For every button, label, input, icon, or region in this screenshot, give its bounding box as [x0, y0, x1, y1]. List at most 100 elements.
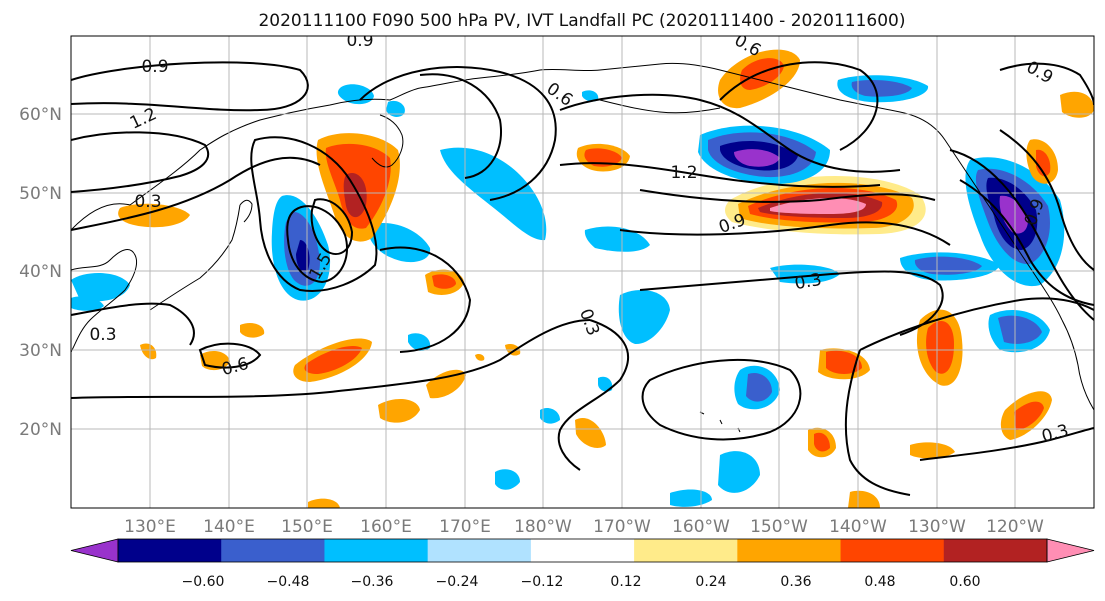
colorbar-tick-label: 0.36	[780, 574, 811, 590]
colorbar-tick-label: 0.12	[610, 574, 641, 590]
shade-neg-25n-172w	[598, 376, 613, 392]
shade-neg-57n-170w	[582, 90, 599, 102]
coastline-asia	[71, 87, 421, 231]
shade-pos-north-2-red	[1036, 149, 1051, 177]
contour-label: 0.3	[89, 325, 116, 345]
pv-contour-japan-loop-core	[310, 198, 354, 255]
coastlines	[71, 62, 1094, 433]
shade-pos-17n-140w-red	[814, 432, 830, 452]
shade-japan-neg-core	[296, 240, 310, 272]
colorbar-swatch	[737, 539, 842, 562]
shade-pos-155e-core	[343, 173, 367, 218]
pv-contour-japan-loop-inner	[286, 205, 348, 284]
colorbar-tick-label: 0.24	[695, 574, 726, 590]
shade-neg-40n-135w-core	[914, 256, 982, 275]
pv-contour-ne-jet-4	[619, 221, 951, 246]
colorbar-swatch	[634, 539, 738, 562]
lon-label-group: 130°E 140°E 150°E 160°E 170°E 180°W 170°…	[124, 517, 1044, 537]
colorbar-tick-label: −0.60	[182, 574, 225, 590]
shade-pos-40n-168e-red	[432, 274, 456, 289]
pv-contour-mid-ridge	[379, 246, 472, 353]
lat-label-group: 60°N 50°N 40°N 30°N 20°N	[19, 105, 62, 440]
pv-contour-ring-small	[198, 342, 262, 369]
lon-label: 140°E	[203, 517, 255, 537]
shade-neg-60n-147e	[386, 100, 405, 117]
contour-label: 0.9	[141, 57, 168, 77]
shade-pos-20n-165w	[575, 418, 606, 448]
shade-neg-35n-125e	[71, 273, 130, 302]
colorbar-tick-label: −0.48	[267, 574, 310, 590]
lon-label: 120°W	[986, 517, 1044, 537]
colorbar-tick-label: −0.24	[436, 574, 479, 590]
pv-contour-south-loop	[641, 358, 802, 441]
lon-label: 180°W	[514, 517, 572, 537]
pv-contour-left-mid	[71, 156, 321, 231]
shade-pos-23n-176e	[475, 353, 485, 361]
lon-label: 130°E	[124, 517, 176, 537]
contour-label: 0.3	[134, 192, 161, 212]
shade-neg-40n-140w	[770, 264, 840, 284]
pv-contour-ne-jet-1	[559, 93, 901, 173]
shade-neg-15n-150w	[718, 451, 760, 493]
shade-pos-33n-138e	[140, 343, 157, 360]
shade-goa-neg-purple	[734, 149, 780, 167]
shade-bc-neg-purple	[999, 195, 1028, 234]
pv-contours	[71, 61, 1094, 496]
shade-pos-44n-135e	[118, 203, 190, 228]
colorbar-swatches	[70, 538, 1095, 563]
shade-pos-25n-172e	[426, 369, 466, 399]
shade-pos-27n-157e	[378, 398, 420, 423]
colorbar-tick-label: 0.60	[949, 574, 980, 590]
lon-label: 160°E	[360, 517, 412, 537]
lat-label: 50°N	[19, 184, 62, 204]
pv-contour-coast-2	[959, 179, 1094, 306]
pv-contour-coast-1	[949, 149, 1094, 321]
shade-kamchatka-neg	[368, 222, 431, 263]
contour-label: 0.3	[793, 270, 823, 294]
colorbar-swatch	[427, 539, 532, 562]
figure-title: 2020111100 F090 500 hPa PV, IVT Landfall…	[258, 11, 905, 31]
lon-label: 150°E	[281, 517, 333, 537]
colorbar-tick-labels: −0.60 −0.48 −0.36 −0.24 −0.12 0.12 0.24 …	[182, 574, 981, 590]
pv-contour-far-right-top	[999, 62, 1094, 106]
colorbar-tick-label: −0.36	[351, 574, 394, 590]
shade-aleutian-band	[440, 147, 547, 241]
coastline-kamchatka	[371, 114, 404, 168]
shade-neg-27n-168w	[618, 290, 670, 345]
lon-label: 160°W	[672, 517, 730, 537]
lat-label: 30°N	[19, 341, 62, 361]
colorbar-swatch	[840, 539, 945, 562]
shade-neg-32n-172e	[408, 333, 431, 351]
shade-pos-32n-133w-red	[926, 321, 954, 374]
lon-label: 140°W	[829, 517, 887, 537]
pv-contour-coast-3	[999, 129, 1094, 271]
shade-pos-12n-155e	[308, 498, 340, 508]
colorbar-extend-high	[1046, 538, 1095, 563]
contour-label: 1.2	[670, 163, 697, 183]
lat-label: 20°N	[19, 420, 62, 440]
pv-contour-ne-jet-3	[639, 189, 936, 203]
shade-aleutian-band-2	[584, 226, 650, 252]
shade-neg-28n-155w-core	[746, 372, 772, 402]
pv-contour-central-ridge	[359, 66, 557, 201]
pv-contour-south-central	[71, 319, 591, 399]
coastline-japan	[149, 204, 241, 311]
pv-contour-nw-loop	[71, 131, 210, 193]
pv-contour-japan-loop-outer	[250, 136, 378, 292]
colorbar-swatch	[943, 539, 1048, 562]
coastline-west-coast	[1061, 319, 1094, 411]
colorbar-swatch	[221, 539, 325, 562]
pv-contour-se-2	[844, 349, 911, 496]
pv-contour-trough-mid	[557, 319, 630, 471]
colorbar-tick-label: −0.12	[521, 574, 564, 590]
shade-neg-32n-120w-core	[998, 315, 1042, 344]
pv-contour-upper-left	[71, 61, 309, 112]
colorbar-extend-low	[70, 538, 119, 563]
pv-contour-japan-south	[71, 302, 195, 346]
shade-neg-60n-150w-core	[851, 80, 912, 97]
pv-contour-se	[859, 297, 1094, 351]
shade-pos-15n-148w	[848, 490, 880, 508]
colorbar: −0.60 −0.48 −0.36 −0.24 −0.12 0.12 0.24 …	[70, 538, 1095, 590]
pv-contour-sub-mid	[639, 270, 944, 336]
